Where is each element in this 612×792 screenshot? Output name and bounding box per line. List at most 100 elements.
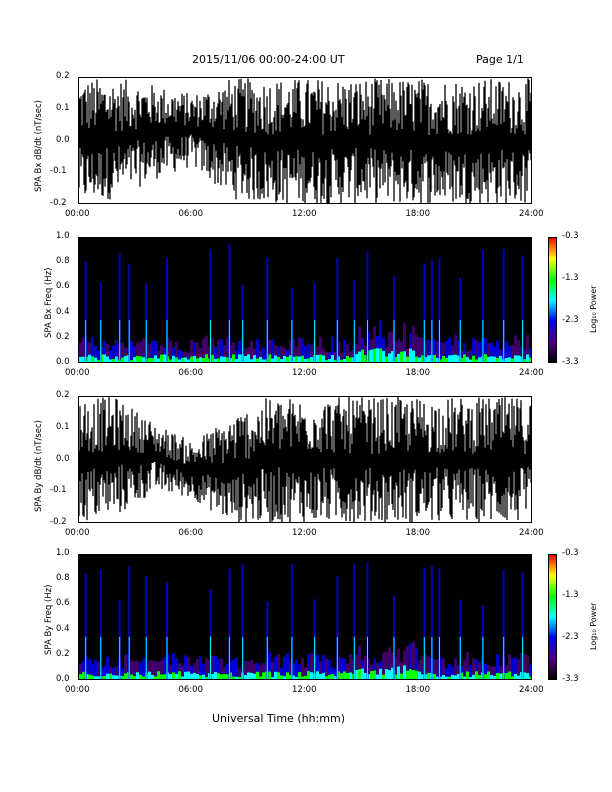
spectrogram-cell — [409, 333, 412, 349]
spectrogram-cell — [304, 345, 307, 359]
spectrogram-burst — [430, 565, 433, 679]
spectrogram-cell — [469, 359, 472, 362]
spectrogram-burst-core — [145, 636, 147, 679]
spectrogram-cell — [316, 654, 319, 672]
spectrogram-cell — [244, 355, 247, 362]
spectrogram-cell — [94, 346, 97, 358]
spectrogram-burst-core — [210, 636, 211, 679]
spectrogram-cell — [337, 341, 340, 357]
y-tick-label: 0.6 — [56, 281, 70, 292]
spectrogram-cell — [445, 668, 448, 677]
spectrogram-cell — [412, 326, 415, 351]
spectrogram-cell — [187, 352, 190, 360]
spectrogram-burst-core — [100, 319, 102, 362]
spectrogram-cell — [154, 661, 157, 677]
spectrogram-cell — [397, 338, 400, 354]
spectrogram-cell — [229, 357, 232, 362]
spectrogram-cell — [121, 357, 124, 362]
spectrogram-cell — [358, 351, 361, 362]
y-tick-label: 1.0 — [56, 231, 70, 241]
spectrogram-cell — [124, 347, 127, 357]
spectrogram-cell — [418, 671, 421, 679]
spectrogram-burst-core — [438, 636, 440, 679]
spectrogram-cell — [505, 341, 508, 359]
spectrogram-cell — [391, 667, 394, 679]
spectrogram-cell — [490, 675, 493, 679]
spectrogram-cell — [412, 641, 415, 670]
spectrogram-cell — [520, 652, 523, 672]
spectrogram-cell — [403, 665, 406, 679]
spectrogram-cell — [106, 344, 109, 357]
spectrogram-cell — [370, 670, 373, 679]
spectrogram-burst-core — [482, 319, 484, 362]
spectrogram-cell — [97, 350, 100, 360]
spectrogram-cell — [364, 354, 367, 362]
spectrogram-cell — [205, 676, 208, 679]
spectrogram-cell — [508, 345, 511, 358]
spectrogram-cell — [133, 676, 136, 679]
spectrogram-cell — [196, 342, 199, 359]
y-tick-label: -0.1 — [50, 485, 67, 496]
spectrogram-cell — [412, 669, 415, 679]
spectrogram-burst — [241, 564, 244, 679]
spectrogram-cell — [250, 672, 253, 679]
spectrogram-cell — [409, 669, 412, 679]
x-tick-label: 00:00 — [65, 685, 90, 695]
spectrogram-cell — [457, 355, 460, 362]
spectrogram-cell — [103, 340, 106, 355]
spectrogram-cell — [163, 657, 166, 675]
spectrogram-cell — [394, 341, 397, 357]
spectrogram-cell — [136, 660, 139, 673]
spectrogram-cell — [406, 356, 409, 362]
spectrogram-burst-core — [393, 319, 395, 362]
spectrogram-cell — [514, 657, 517, 675]
spectrogram-cell — [445, 341, 448, 358]
spectrogram-cell — [181, 676, 184, 679]
spectrogram-cell — [325, 658, 328, 677]
spectrogram-cell — [445, 676, 448, 679]
spectrogram-cell — [190, 673, 193, 679]
spectrogram-cell — [448, 664, 451, 677]
spectrogram-cell — [370, 664, 373, 671]
spectrogram-cell — [400, 351, 403, 362]
y-tick-label: -0.2 — [50, 517, 67, 527]
spectrogram-cell — [295, 658, 298, 677]
spectrogram-cell — [274, 344, 277, 356]
spectrogram-cell — [283, 656, 286, 677]
x-tick-label: 24:00 — [519, 209, 544, 219]
spectrogram-cell — [328, 659, 331, 675]
x-tick-label: 00:00 — [65, 528, 90, 538]
spectrogram-cell — [109, 673, 112, 679]
spectrogram-cell — [448, 355, 451, 362]
spectrogram-cell — [115, 675, 118, 679]
spectrogram-burst-core — [336, 319, 338, 362]
spectrogram-cell — [379, 668, 382, 679]
spectrogram-cell — [439, 359, 442, 362]
spectrogram-cell — [325, 351, 328, 360]
spectrogram-cell — [220, 339, 223, 357]
spectrogram-burst-core — [482, 636, 484, 679]
spectrogram-cell — [325, 359, 328, 362]
spectrogram-cell — [454, 658, 457, 676]
spectrogram-cell — [343, 339, 346, 359]
spectrogram-cell — [508, 654, 511, 672]
spectrogram-cell — [478, 357, 481, 362]
spectrogram-cell — [490, 666, 493, 676]
spectrogram-cell — [256, 663, 259, 672]
spectrogram-cell — [499, 666, 502, 674]
spectrogram-cell — [319, 336, 322, 355]
y-tick-label: 1.0 — [56, 548, 70, 558]
spectrogram-burst — [336, 575, 339, 679]
spectrogram-burst — [423, 263, 426, 362]
spectrogram-cell — [454, 334, 457, 355]
spectrogram-cell — [340, 673, 343, 679]
spectrogram-cell — [424, 340, 427, 358]
y-tick-label: 0.4 — [56, 306, 70, 317]
spectrogram-cell — [148, 343, 151, 358]
spectrogram-cell — [454, 675, 457, 679]
by-colorbar — [548, 554, 557, 680]
spectrogram-cell — [286, 672, 289, 679]
spectrogram-cell — [148, 660, 151, 672]
spectrogram-cell — [184, 671, 187, 679]
spectrogram-cell — [175, 357, 178, 362]
